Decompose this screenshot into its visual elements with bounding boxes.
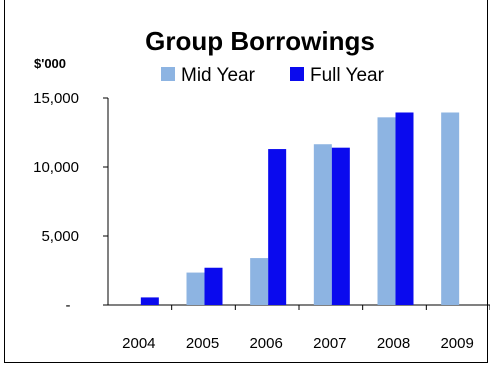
chart-frame: [4, 0, 488, 363]
x-tick-label: 2008: [377, 335, 410, 352]
y-tick-label: 15,000: [33, 90, 79, 107]
y-tick-label: 5,000: [41, 228, 79, 245]
x-tick-label: 2005: [186, 335, 219, 352]
legend-label-mid-year: Mid Year: [181, 65, 256, 86]
bar-mid-year-2007: [313, 144, 332, 305]
x-tick-label: 2009: [440, 335, 473, 352]
bar-mid-year-2009: [441, 112, 460, 306]
y-tick-label: 10,000: [33, 159, 79, 176]
chart-title: Group Borrowings: [145, 26, 375, 56]
bar-full-year-2006: [268, 149, 287, 305]
x-tick-label: 2006: [249, 335, 282, 352]
x-tick-label: 2007: [313, 335, 346, 352]
bar-full-year-2008: [395, 112, 414, 306]
legend-swatch-full-year: [290, 67, 304, 81]
legend-swatch-mid-year: [161, 67, 175, 81]
legend: Mid Year Full Year: [161, 65, 385, 86]
y-axis-ticks: - 5,000 10,000 15,000: [33, 90, 108, 314]
y-tick-label: -: [66, 297, 71, 314]
bars: [140, 112, 460, 306]
bar-mid-year-2008: [377, 117, 396, 305]
legend-label-full-year: Full Year: [310, 65, 385, 86]
x-tick-label: 2004: [122, 335, 155, 352]
bar-mid-year-2006: [250, 258, 269, 305]
y-axis-unit-label: $'000: [34, 56, 66, 71]
bar-full-year-2005: [204, 267, 223, 305]
bar-full-year-2004: [140, 297, 159, 305]
x-axis-ticks: 2004 2005 2006 2007 2008 2009: [122, 305, 490, 352]
bar-mid-year-2005: [186, 272, 205, 305]
bar-full-year-2007: [331, 147, 350, 305]
